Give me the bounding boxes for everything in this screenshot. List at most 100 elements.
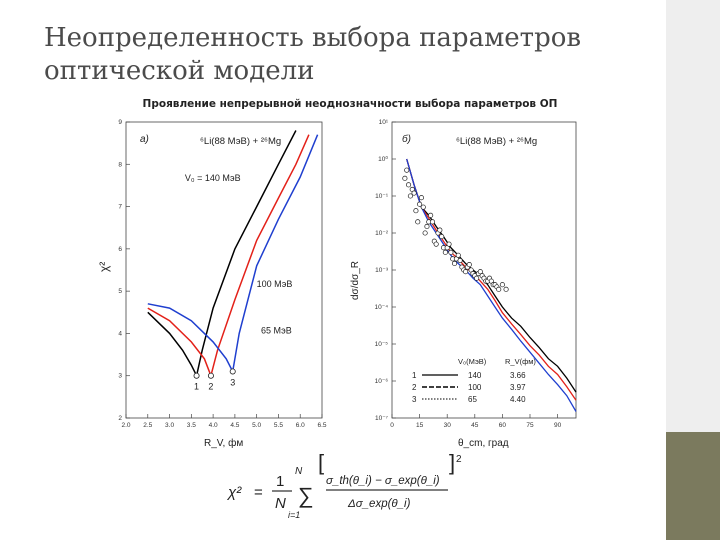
minimum-label: 1 <box>194 382 199 392</box>
legend-v0-2: 100 <box>468 383 482 392</box>
panel-b-plot: 0 15 30 45 60 75 90 10⁻⁷ 10⁻⁶ 10⁻⁵ 10⁻⁴ 10⁻³ 10⁻² 10⁻… <box>375 119 577 429</box>
experimental-point <box>455 252 461 258</box>
formula-numerator: σ_th(θ_i) − σ_exp(θ_i) <box>326 475 440 487</box>
panel-b-label: б) <box>402 133 411 145</box>
experimental-point <box>437 227 443 233</box>
title-line-1: Неопределенность выбора параметров <box>44 23 581 53</box>
figure-subtitle: Проявление непрерывной неоднозначности в… <box>142 98 558 110</box>
experimental-point <box>404 167 410 173</box>
series-line-140 <box>406 158 577 393</box>
experimental-point <box>474 275 480 281</box>
experimental-point <box>407 193 413 199</box>
formula-sum-upper: N <box>295 466 303 477</box>
legend-num-2: 2 <box>412 383 417 392</box>
legend-num-3: 3 <box>412 395 417 404</box>
formula-power: 2 <box>456 454 462 465</box>
experimental-point <box>415 219 421 225</box>
experimental-point <box>402 175 408 181</box>
experimental-point <box>422 230 428 236</box>
formula-sum-sign: ∑ <box>298 483 314 508</box>
y-tick-label: 2 <box>118 415 122 422</box>
series-name-label-3: 65 МэВ <box>261 325 292 335</box>
y-tick-label: 5 <box>118 288 122 295</box>
formula-denominator: Δσ_exp(θ_i) <box>347 498 411 510</box>
experimental-point <box>413 208 419 214</box>
y-tick-label: 10⁻² <box>375 230 389 237</box>
legend-rv-3: 4.40 <box>510 395 526 404</box>
formula-bracket-right: ] <box>449 450 455 475</box>
panel-b-reaction: ⁶Li(88 МэВ) + ²⁶Mg <box>456 136 537 147</box>
y-tick-label: 10⁻¹ <box>375 193 389 200</box>
experimental-point <box>429 219 436 225</box>
experimental-point <box>448 249 454 255</box>
panel-a-label: a) <box>140 134 149 145</box>
y-tick-label: 4 <box>118 330 122 337</box>
right-decor-accent <box>666 432 720 540</box>
x-tick-label: 3.0 <box>165 422 174 429</box>
experimental-point <box>452 260 458 267</box>
panel-b-ylabel: dσ/dσ_R <box>350 261 361 300</box>
experimental-point <box>496 286 502 292</box>
y-tick-label: 10⁻⁴ <box>375 304 389 311</box>
y-tick-label: 10⁻⁶ <box>375 378 389 385</box>
x-tick-label: 6.0 <box>296 422 305 429</box>
experimental-point <box>466 262 472 268</box>
y-tick-label: 8 <box>118 161 122 168</box>
y-tick-label: 6 <box>118 246 122 253</box>
y-tick-label: 7 <box>118 204 122 211</box>
x-tick-label: 45 <box>471 422 479 429</box>
formula-lhs: χ² <box>226 484 242 501</box>
y-tick-label: 10¹ <box>379 119 389 126</box>
panel-a-frame <box>125 121 323 419</box>
experimental-point <box>406 182 412 188</box>
experimental-point <box>411 190 417 196</box>
legend-v0-3: 65 <box>468 395 477 404</box>
formula-sum-lower: i=1 <box>288 510 300 520</box>
x-tick-label: 6.5 <box>317 422 326 429</box>
series-line-2 <box>147 134 310 379</box>
x-tick-label: 0 <box>390 422 394 429</box>
panel-a-ylabel: χ² <box>97 262 111 272</box>
formula-equals: = <box>254 484 263 501</box>
x-tick-label: 5.5 <box>274 422 283 429</box>
y-tick-label: 9 <box>118 119 122 126</box>
minimum-marker <box>193 372 200 379</box>
experimental-point <box>428 212 434 218</box>
legend-v0-1: 140 <box>468 371 482 380</box>
experimental-point <box>442 249 448 255</box>
x-tick-label: 3.5 <box>187 422 196 429</box>
x-tick-label: 60 <box>499 422 507 429</box>
legend-num-1: 1 <box>412 371 417 380</box>
y-tick-label: 10⁻³ <box>375 267 389 274</box>
experimental-point <box>433 241 439 247</box>
chi-square-formula: χ² = 1 N N ∑ i=1 [ σ_th(θ_i) − σ_exp(θ_i… <box>226 450 462 520</box>
panel-a-reaction: ⁶Li(88 МэВ) + ²⁶Mg <box>200 136 281 147</box>
minimum-marker <box>229 368 236 375</box>
legend-header-rv: R_V(фм) <box>505 357 536 366</box>
x-tick-label: 75 <box>526 422 534 429</box>
experimental-point <box>418 195 424 201</box>
minimum-marker <box>207 372 214 379</box>
experimental-point <box>477 269 483 275</box>
experimental-point <box>424 223 430 230</box>
series-line-1 <box>147 130 297 378</box>
legend-header-v0: V₀(МэВ) <box>458 357 487 366</box>
x-tick-label: 2.5 <box>143 422 152 429</box>
series-name-label-2: 100 МэВ <box>257 279 293 289</box>
formula-frac-num: 1 <box>276 473 284 490</box>
legend-rv-2: 3.97 <box>510 383 526 392</box>
experimental-point <box>417 201 423 207</box>
x-tick-label: 2.0 <box>121 422 130 429</box>
x-tick-label: 15 <box>416 422 424 429</box>
experimental-point <box>446 241 452 247</box>
minimum-label: 3 <box>230 377 235 387</box>
x-tick-label: 90 <box>554 422 562 429</box>
y-tick-label: 10⁻⁷ <box>375 415 389 422</box>
slide-title: Неопределенность выбора параметров оптич… <box>44 22 644 88</box>
y-tick-label: 10⁻⁵ <box>375 341 389 348</box>
legend-rv-1: 3.66 <box>510 371 526 380</box>
series-line-65 <box>406 158 577 412</box>
minimum-label: 2 <box>208 382 213 392</box>
